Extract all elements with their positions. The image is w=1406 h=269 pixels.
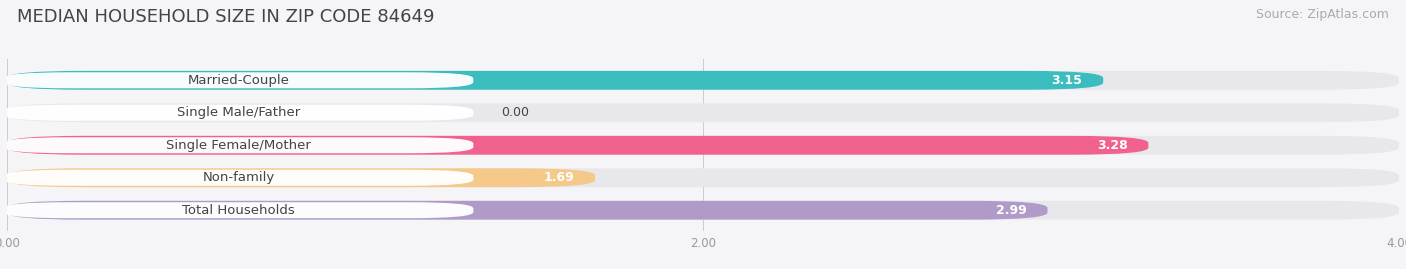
FancyBboxPatch shape <box>7 136 1399 155</box>
FancyBboxPatch shape <box>7 71 1104 90</box>
FancyBboxPatch shape <box>4 72 474 88</box>
FancyBboxPatch shape <box>4 202 474 218</box>
FancyBboxPatch shape <box>7 103 1399 122</box>
FancyBboxPatch shape <box>7 201 1047 220</box>
Text: 3.28: 3.28 <box>1097 139 1128 152</box>
Text: Source: ZipAtlas.com: Source: ZipAtlas.com <box>1256 8 1389 21</box>
FancyBboxPatch shape <box>7 201 1399 220</box>
Text: Non-family: Non-family <box>202 171 274 184</box>
Text: Total Households: Total Households <box>181 204 295 217</box>
FancyBboxPatch shape <box>7 168 595 187</box>
Text: MEDIAN HOUSEHOLD SIZE IN ZIP CODE 84649: MEDIAN HOUSEHOLD SIZE IN ZIP CODE 84649 <box>17 8 434 26</box>
Text: 0.00: 0.00 <box>501 106 529 119</box>
Text: Married-Couple: Married-Couple <box>187 74 290 87</box>
FancyBboxPatch shape <box>4 170 474 186</box>
Text: 2.99: 2.99 <box>995 204 1026 217</box>
Text: 3.15: 3.15 <box>1052 74 1083 87</box>
FancyBboxPatch shape <box>4 137 474 153</box>
Text: Single Female/Mother: Single Female/Mother <box>166 139 311 152</box>
FancyBboxPatch shape <box>4 105 474 121</box>
FancyBboxPatch shape <box>7 71 1399 90</box>
FancyBboxPatch shape <box>7 136 1149 155</box>
Text: Single Male/Father: Single Male/Father <box>177 106 299 119</box>
Text: 1.69: 1.69 <box>544 171 574 184</box>
FancyBboxPatch shape <box>7 168 1399 187</box>
